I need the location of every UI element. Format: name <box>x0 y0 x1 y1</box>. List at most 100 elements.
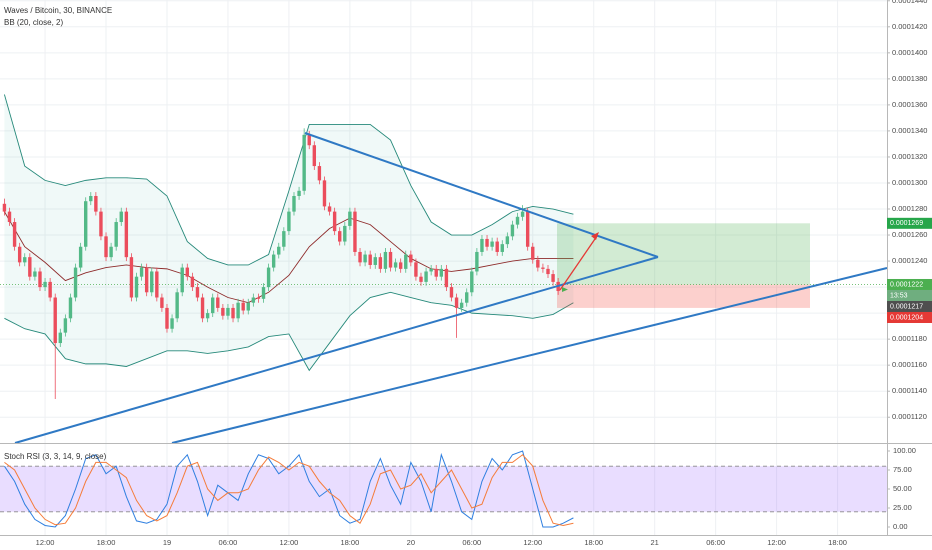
candle-body <box>312 145 317 167</box>
candle-body <box>363 254 367 263</box>
y-tick-label: 0.0001160 <box>892 360 927 369</box>
candle-body <box>271 254 276 268</box>
candle-body <box>114 222 118 247</box>
candle-body <box>343 225 347 242</box>
candle-body <box>515 216 520 225</box>
candle-body <box>155 271 159 298</box>
candle-body <box>393 262 398 268</box>
candle-body <box>292 195 296 212</box>
x-tick-label: 06:00 <box>706 538 725 547</box>
x-tick-label: 12:00 <box>280 538 299 547</box>
candle-body <box>505 236 510 245</box>
trendline <box>171 267 888 444</box>
price-badge <box>887 278 932 290</box>
x-tick-label: 18:00 <box>828 538 847 547</box>
candle-body <box>170 318 174 329</box>
candle-body <box>495 241 499 252</box>
candle-body <box>139 267 144 277</box>
candle-body <box>358 251 362 263</box>
y-tick-label: 0.0001360 <box>892 100 927 109</box>
price-badge-label: 0.0001222 <box>890 281 923 288</box>
candle-body <box>175 292 179 319</box>
candle-body <box>541 267 545 269</box>
candle-body <box>297 190 301 196</box>
candle-body <box>73 267 78 298</box>
bb-upper <box>3 94 574 266</box>
candle-body <box>373 257 377 265</box>
arrow-head <box>591 232 599 240</box>
y-tick-label: 100.00 <box>893 446 916 455</box>
candle-body <box>459 302 464 308</box>
candle-body <box>134 276 139 298</box>
candle-body <box>124 211 129 258</box>
y-tick-label: 0.0001260 <box>892 230 927 239</box>
candle-body <box>424 271 428 282</box>
candle-body <box>465 292 469 303</box>
candle-body <box>282 231 286 247</box>
stoch-line <box>4 454 574 526</box>
candle-body <box>2 203 7 212</box>
price-badge-label: 0.0001269 <box>890 220 923 227</box>
candle-body <box>490 241 494 247</box>
x-tick-label: 20 <box>407 538 415 547</box>
candle-body <box>185 267 190 277</box>
x-tick-label: 18:00 <box>340 538 359 547</box>
candle-body <box>475 251 479 272</box>
candle-body <box>38 271 42 288</box>
candle-body <box>378 257 383 269</box>
price-badge-label: 0.0001204 <box>890 314 923 321</box>
candle-body <box>78 246 83 268</box>
candle-body <box>231 307 235 319</box>
candle-body <box>84 201 88 247</box>
candle-body <box>63 318 68 333</box>
candle-body <box>48 281 52 298</box>
y-tick-label: 0.0001380 <box>892 74 927 83</box>
candle-body <box>221 307 225 316</box>
arrow-line <box>559 235 598 291</box>
candle-body <box>43 281 47 288</box>
candle-body <box>307 134 311 146</box>
price-badge-label: 0.0001217 <box>890 303 923 310</box>
axes: 12:00 18:00 19 06:00 12:00 18:00 20 06:00 12:00 1… <box>36 0 932 547</box>
y-tick-label: 0.0001340 <box>892 126 927 135</box>
candle-body <box>317 166 322 181</box>
candle-body <box>94 195 98 212</box>
candle-body <box>261 287 266 299</box>
candle-body <box>348 211 352 226</box>
y-tick-label: 0.0001240 <box>892 256 927 265</box>
candle-body <box>53 297 57 344</box>
price-badge-label: 13:53 <box>890 292 908 299</box>
candle-body <box>368 254 372 265</box>
indicator-title: BB (20, close, 2) <box>4 18 63 27</box>
candles <box>2 128 560 400</box>
candle-body <box>500 244 504 252</box>
candle-body <box>338 231 342 242</box>
candle-body <box>449 287 454 298</box>
x-tick-label: 18:00 <box>97 538 116 547</box>
y-tick-label: 50.00 <box>893 484 912 493</box>
candle-body <box>510 224 515 237</box>
price-badge <box>887 289 932 301</box>
x-tick-label: 12:00 <box>767 538 786 547</box>
candle-body <box>109 246 113 258</box>
y-tick-label: 0.0001400 <box>892 48 927 57</box>
x-tick-label: 12:00 <box>36 538 55 547</box>
y-tick-label: 0.00 <box>893 522 908 531</box>
candle-body <box>251 297 256 303</box>
candle-body <box>546 268 550 275</box>
candle-body <box>485 238 489 247</box>
x-tick-label: 06:00 <box>219 538 238 547</box>
candle-body <box>332 211 337 232</box>
candle-body <box>68 297 73 319</box>
y-tick-label: 0.0001440 <box>892 0 927 5</box>
candle-body <box>211 297 215 314</box>
candle-body <box>419 276 423 282</box>
candle-body <box>287 211 291 232</box>
candle-body <box>429 268 433 272</box>
candle-body <box>195 287 200 298</box>
candle-body <box>551 274 555 282</box>
candle-body <box>28 257 32 277</box>
candle-body <box>266 267 271 288</box>
candle-body <box>241 302 245 311</box>
